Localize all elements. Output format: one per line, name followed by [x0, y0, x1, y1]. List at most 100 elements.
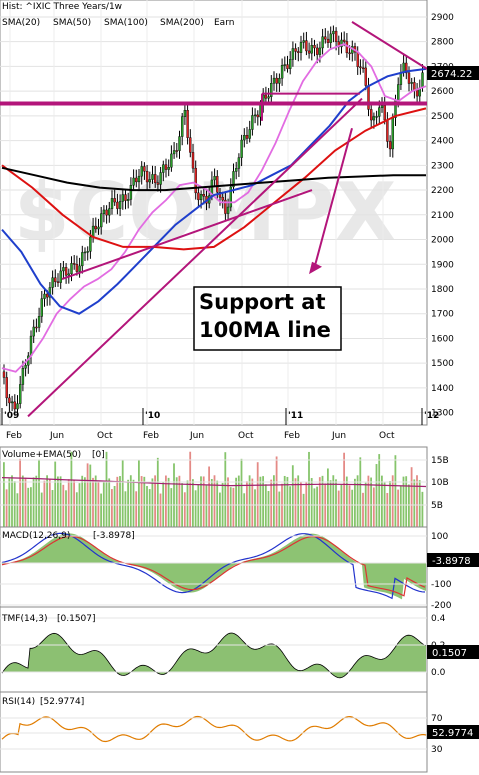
candle-body — [124, 194, 127, 201]
sma-line — [1, 166, 426, 192]
candle-body — [75, 264, 79, 272]
volume-bar — [27, 487, 30, 527]
candle-body — [286, 64, 289, 69]
candle-body — [202, 194, 206, 197]
volume-bar — [113, 485, 116, 527]
volume-bar — [175, 477, 178, 527]
candle-body — [391, 117, 394, 150]
volume-bar — [313, 488, 316, 527]
volume-bar — [13, 481, 16, 527]
volume-bar — [146, 485, 148, 527]
x-tick-label: Oct — [379, 431, 395, 441]
volume-bar — [235, 477, 237, 527]
volume-bar — [408, 484, 410, 527]
tmf-value: [0.1507] — [57, 614, 96, 624]
volume-bar — [143, 476, 146, 527]
volume-bar — [94, 475, 97, 527]
volume-ema-line — [1, 477, 427, 488]
candle-body — [151, 174, 154, 180]
legend-sma50: SMA(50) — [53, 18, 91, 28]
volume-bar — [402, 476, 405, 527]
candle-body — [370, 109, 373, 121]
candle-body — [280, 65, 284, 79]
macd-y-axis: 1000-100-200 — [0, 532, 452, 611]
candle-body — [343, 39, 346, 42]
volume-bar — [154, 475, 156, 527]
candle-body — [383, 105, 386, 121]
volume-bar — [283, 475, 286, 527]
y-tick-label: 2400 — [431, 137, 454, 147]
candle-body — [121, 194, 125, 202]
volume-bar — [75, 492, 78, 527]
candle-body — [221, 196, 224, 201]
y-tick-label: 0.0 — [431, 668, 446, 678]
volume-bar — [51, 490, 54, 527]
rsi-panel: 705030 RSI(14) [52.9774] 52.9774 — [0, 691, 479, 773]
volume-bar — [286, 476, 289, 527]
year-mark: '10 — [145, 411, 160, 421]
volume-bar — [178, 475, 181, 527]
candle-body — [359, 66, 362, 69]
volume-bar — [302, 493, 305, 527]
candle-body — [59, 270, 62, 283]
candle-body — [148, 179, 152, 183]
volume-bar — [24, 477, 27, 527]
sma-line — [1, 107, 427, 251]
candle-body — [224, 199, 227, 214]
volume-bar — [267, 491, 270, 527]
candle-body — [183, 110, 187, 117]
x-tick-label: Feb — [284, 431, 300, 441]
volume-bar — [8, 478, 11, 527]
volume-bar — [378, 454, 381, 527]
legend-sma20: SMA(20) — [2, 18, 40, 28]
candle-body — [316, 47, 319, 55]
candle-body — [162, 164, 165, 173]
candle-body — [159, 172, 162, 185]
candle-body — [51, 277, 54, 288]
arrow-line — [313, 127, 353, 270]
candle-body — [407, 72, 411, 84]
volume-bar — [229, 487, 232, 527]
volume-bar — [413, 479, 416, 527]
last-price-badge: 2674.22 — [427, 66, 479, 80]
candle-body — [170, 153, 173, 168]
candle-body — [345, 41, 349, 54]
volume-bar — [148, 489, 151, 527]
y-tick-label: 1900 — [431, 260, 454, 270]
volume-bar — [297, 475, 300, 527]
volume-bar — [46, 475, 48, 527]
y-tick-label: 30 — [431, 745, 443, 755]
volume-bar — [259, 476, 262, 527]
volume-bar — [213, 475, 216, 527]
volume-bar — [270, 479, 273, 527]
volume-bar — [197, 484, 200, 527]
candle-body — [91, 225, 95, 238]
volume-bar — [327, 468, 329, 527]
price-series — [1, 43, 427, 373]
volume-bar — [48, 478, 51, 527]
volume-bar — [291, 465, 294, 527]
candle-body — [361, 67, 365, 70]
candle-body — [405, 62, 408, 74]
rsi-last: 52.9774 — [432, 728, 473, 739]
volume-bar — [210, 479, 213, 527]
price-x-axis: Feb Jun Oct Feb Jun Oct Feb Jun Oct '09 '10 '11 '12 — [1, 408, 439, 441]
last-price: 2674.22 — [431, 69, 472, 80]
candle-body — [172, 150, 176, 155]
volume-bar — [418, 480, 421, 527]
candle-body — [70, 263, 73, 275]
candle-body — [332, 30, 335, 35]
candle-body — [43, 293, 46, 299]
candle-body — [140, 166, 143, 177]
x-tick-label: Oct — [97, 431, 113, 441]
candle-body — [324, 36, 327, 40]
candle-body — [299, 42, 303, 53]
y-tick-label: 2100 — [431, 211, 454, 221]
support-annotation: Support at 100MA line — [193, 286, 342, 351]
candle-body — [2, 371, 6, 378]
volume-bar — [70, 451, 73, 527]
y-tick-label: 15B — [431, 456, 449, 466]
tmf-series — [1, 632, 427, 679]
volume-bar — [73, 480, 75, 527]
volume-bar — [173, 463, 175, 527]
